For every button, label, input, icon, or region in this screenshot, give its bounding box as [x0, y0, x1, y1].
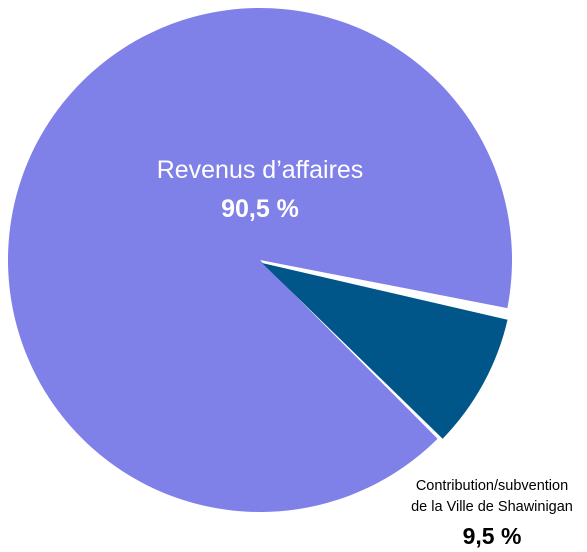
- slice-label-contribution-line-2: de la Ville de Shawinigan: [411, 499, 573, 515]
- slice-value-contribution: 9,5 %: [463, 523, 522, 549]
- pie-slice-revenus: [7, 8, 512, 513]
- pie-slice-contribution: [262, 263, 508, 439]
- slice-label-revenus: Revenus d’affaires 90,5 %: [157, 156, 364, 223]
- slice-label-contribution-line-1: Contribution/subvention: [416, 478, 568, 494]
- slice-label-revenus-line-1: Revenus d’affaires: [157, 156, 364, 184]
- slice-label-contribution: Contribution/subvention de la Ville de S…: [411, 478, 573, 549]
- slice-value-revenus: 90,5 %: [221, 195, 299, 223]
- pie-slices: [7, 8, 512, 513]
